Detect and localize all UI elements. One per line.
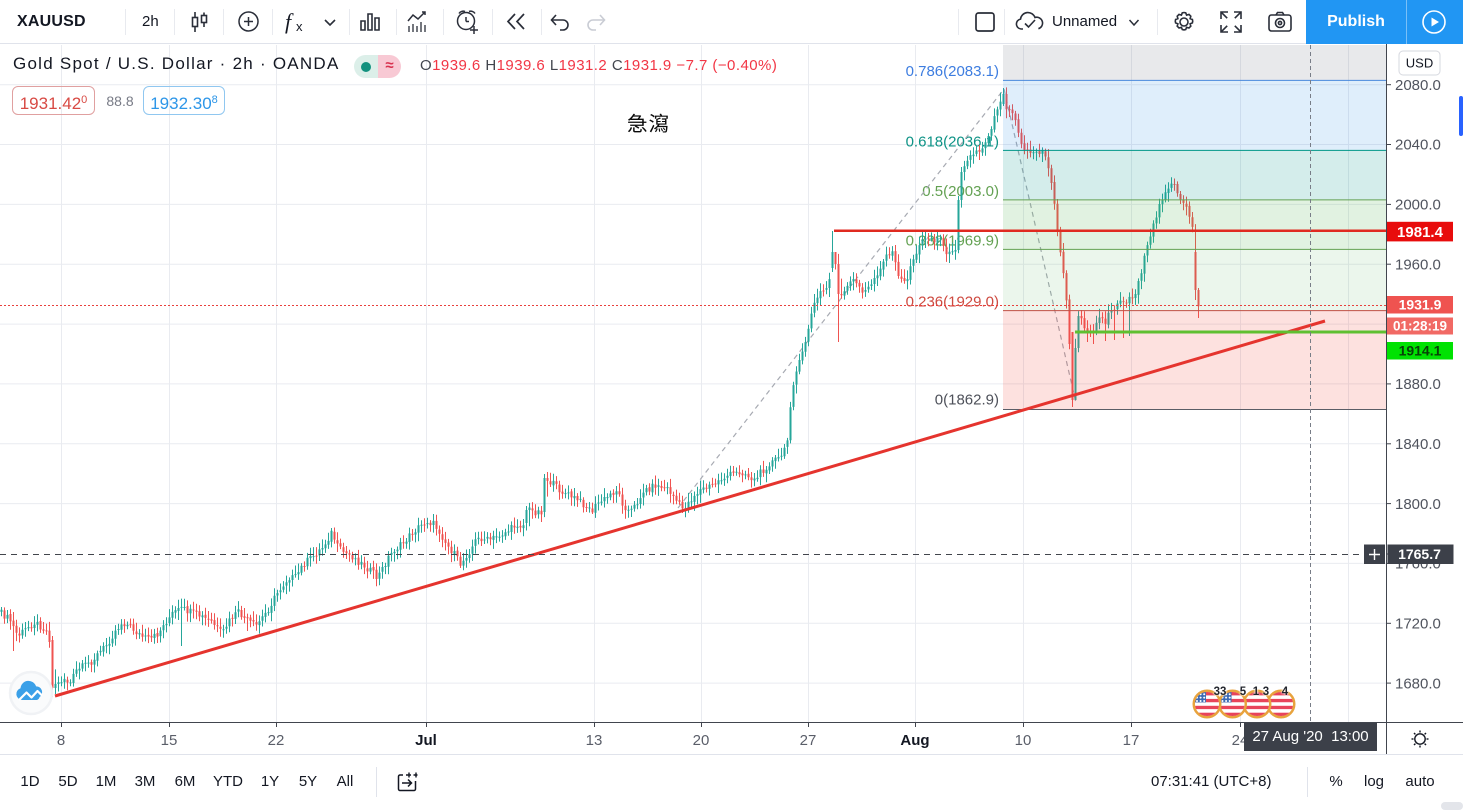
svg-text:1765.7: 1765.7 [1398,546,1441,562]
svg-text:2080.0: 2080.0 [1395,77,1441,94]
svg-text:1800.0: 1800.0 [1395,496,1441,513]
svg-text:1931.9: 1931.9 [1399,297,1442,313]
svg-text:USD: USD [1406,56,1433,71]
svg-text:0.618(2036.1): 0.618(2036.1) [906,133,999,150]
svg-text:0(1862.9): 0(1862.9) [935,391,999,408]
svg-text:1960.0: 1960.0 [1395,256,1441,273]
svg-text:1914.1: 1914.1 [1399,343,1442,359]
svg-text:1840.0: 1840.0 [1395,436,1441,453]
svg-text:2000.0: 2000.0 [1395,197,1441,214]
svg-text:1720.0: 1720.0 [1395,616,1441,633]
svg-text:0.236(1929.0): 0.236(1929.0) [906,294,999,311]
svg-text:1981.4: 1981.4 [1397,224,1444,241]
svg-text:0.786(2083.1): 0.786(2083.1) [906,63,999,80]
svg-text:1680.0: 1680.0 [1395,675,1441,692]
svg-text:2040.0: 2040.0 [1395,137,1441,154]
svg-text:1880.0: 1880.0 [1395,376,1441,393]
svg-text:01:28:19: 01:28:19 [1393,319,1447,334]
